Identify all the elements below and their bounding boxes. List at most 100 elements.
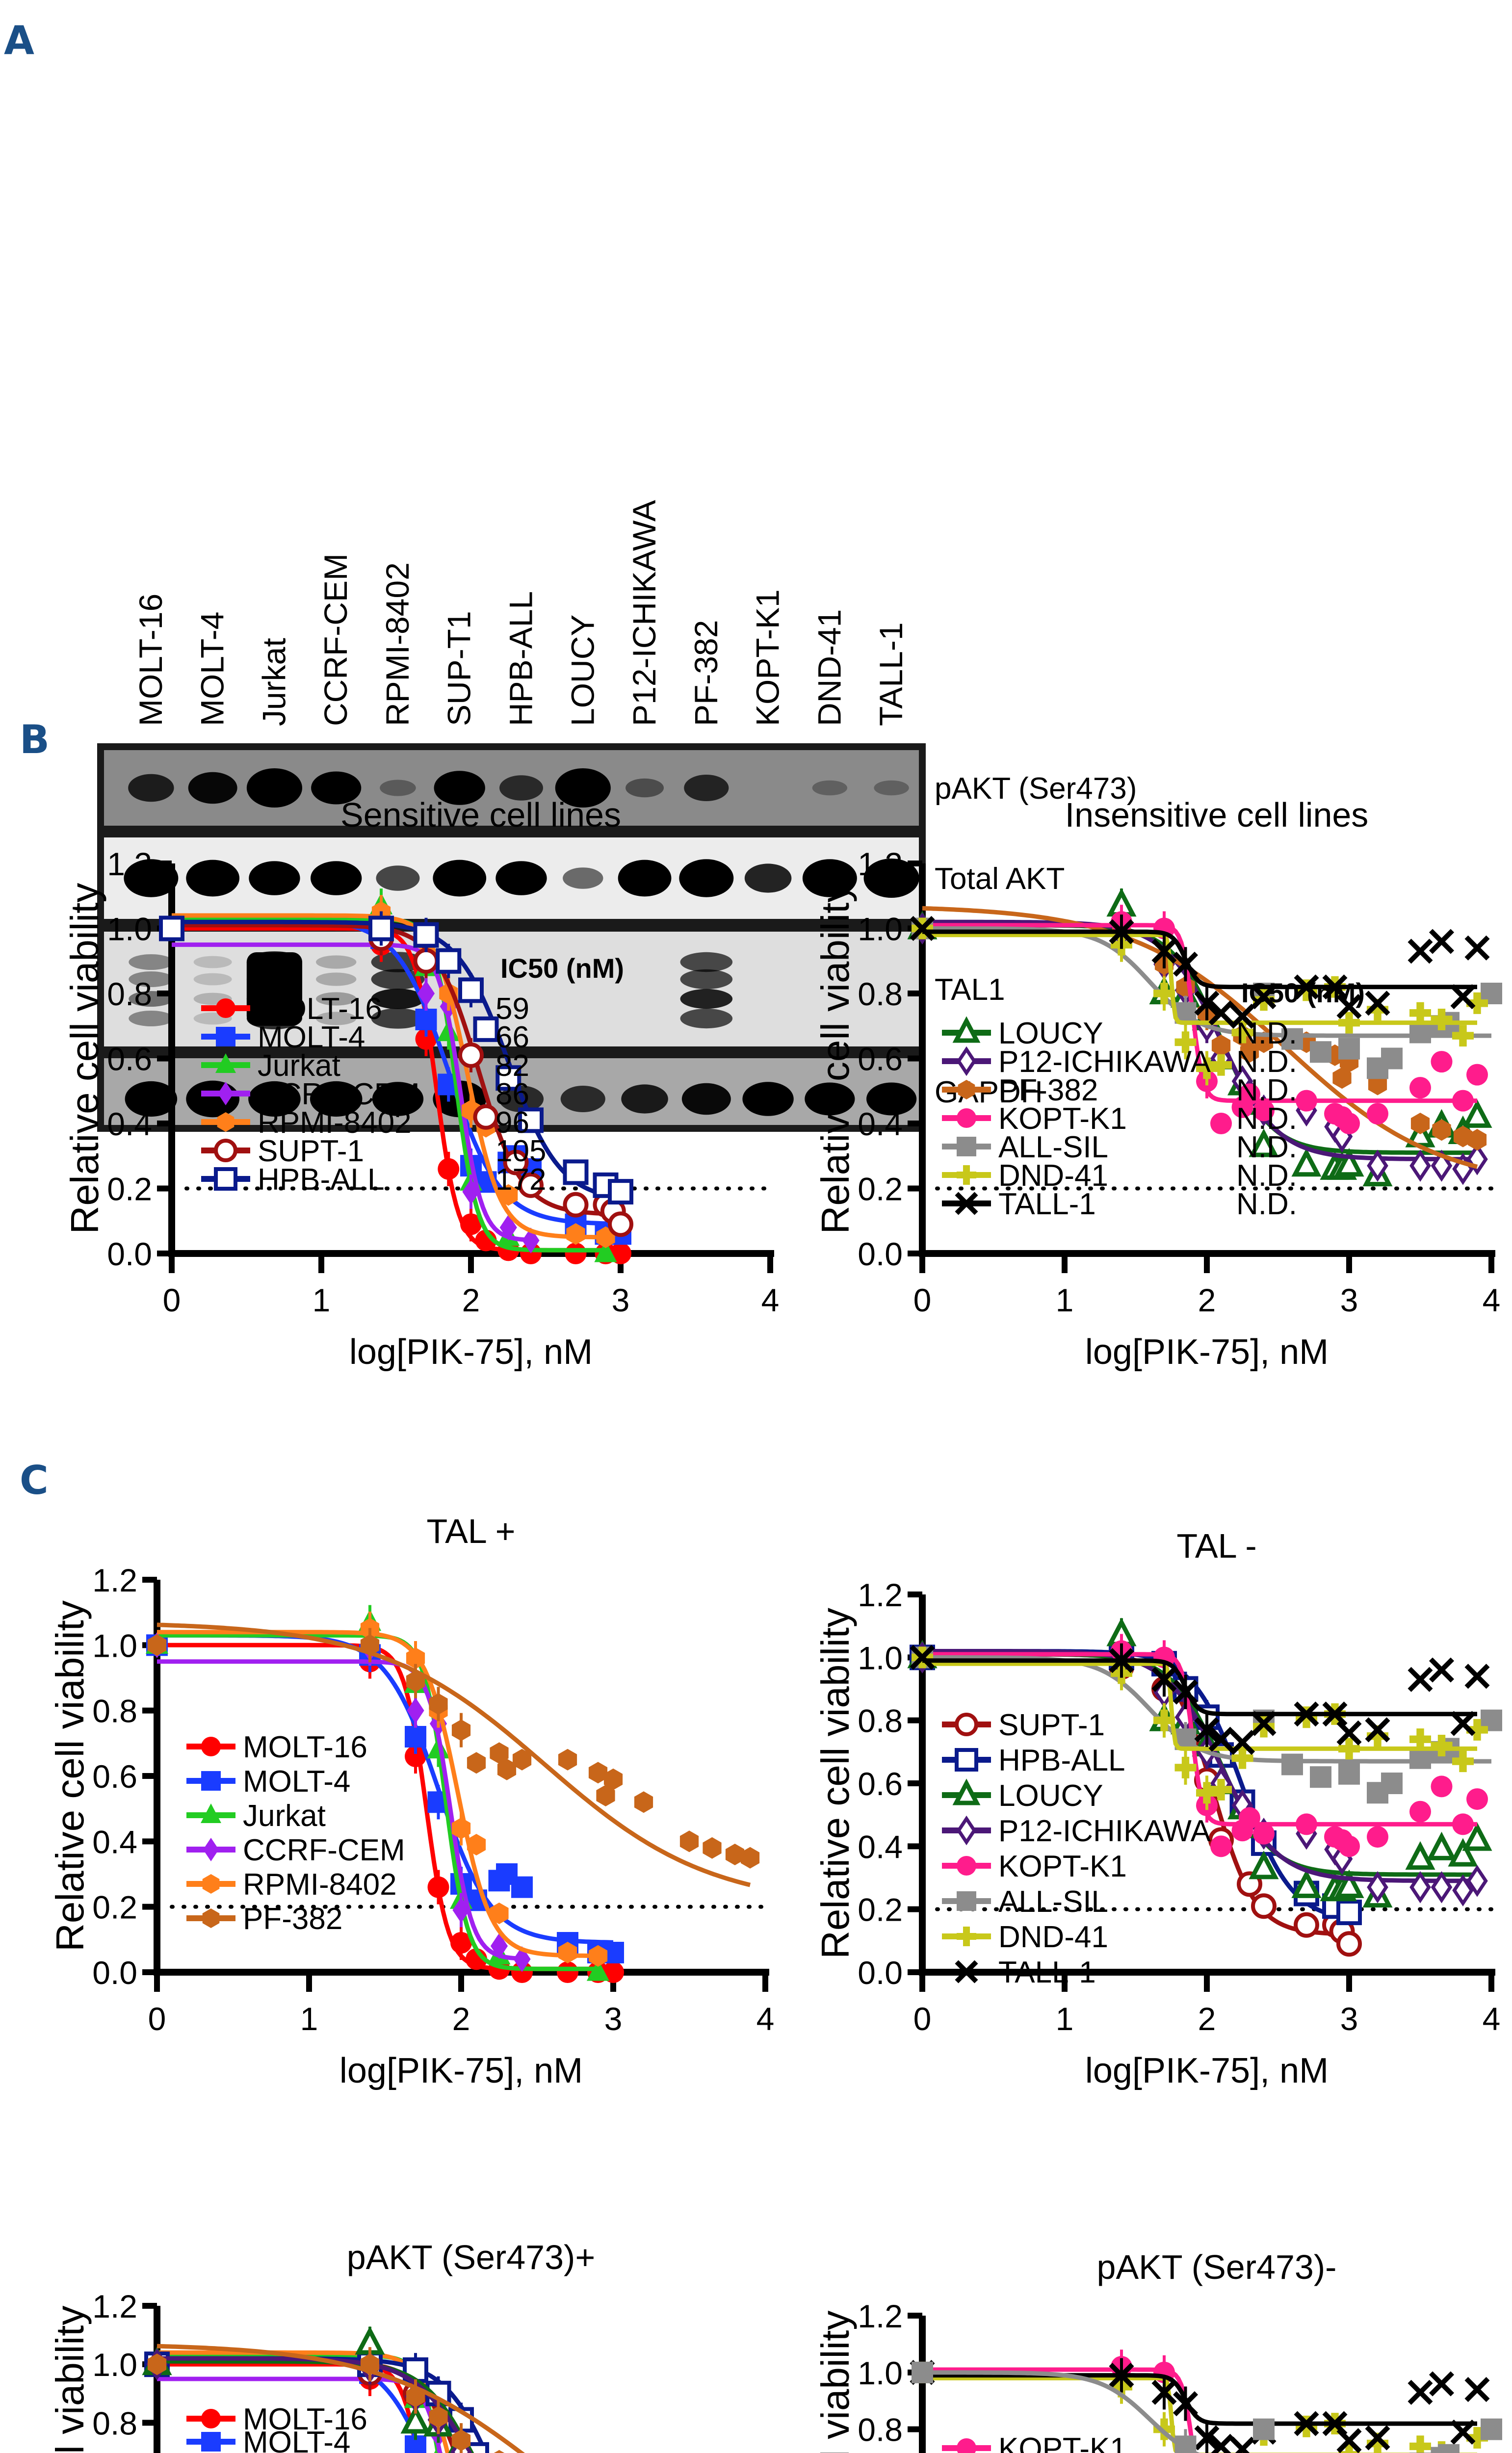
data-point: [1365, 991, 1390, 1016]
data-point: [407, 1697, 424, 1724]
legend-item: CCRF-CEM 86: [201, 1077, 529, 1111]
data-point: [1231, 1021, 1253, 1044]
data-point: [1429, 929, 1455, 954]
data-point: [429, 1693, 448, 1715]
blot-band: [866, 1082, 917, 1116]
data-point: [522, 1227, 540, 1253]
data-point: [1365, 2425, 1390, 2451]
data-point: [499, 1184, 518, 1206]
legend-item: HPB-ALL: [942, 1744, 1125, 1777]
data-point: [594, 1240, 617, 1262]
x-tick-label: 3: [612, 1282, 630, 1318]
data-point: [957, 1927, 976, 1946]
fit-curve-tall-1: [922, 1658, 1477, 1717]
blot-band: [812, 780, 848, 796]
legend-label: P12-ICHIKAWA: [998, 1045, 1211, 1079]
data-point: [957, 1137, 976, 1156]
panel-letter-a: A: [4, 18, 34, 63]
x-tick-label: 4: [1483, 1282, 1501, 1318]
data-point: [413, 948, 439, 974]
blot-band: [744, 863, 792, 893]
data-point: [1367, 1103, 1388, 1125]
legend-label: HPB-ALL: [998, 1744, 1125, 1777]
data-point: [217, 1112, 235, 1132]
y-tick-label: 0.6: [107, 1041, 152, 1077]
fit-curve-kopt-k1: [922, 2367, 1196, 2453]
y-axis-label: Relative cell viability: [48, 1600, 92, 1952]
data-point: [1174, 2435, 1197, 2453]
blot-band: [125, 1081, 178, 1117]
data-point: [405, 1726, 426, 1748]
data-point: [1310, 1041, 1331, 1063]
data-point: [1338, 1038, 1360, 1060]
blot-label: TAL1: [935, 973, 1005, 1007]
x-tick-label: 2: [452, 2001, 470, 2037]
lane-label: MOLT-4: [194, 612, 231, 726]
data-point: [427, 1876, 449, 1898]
data-point: [634, 1791, 653, 1813]
data-point: [415, 1009, 437, 1030]
legend-label: P12-ICHIKAWA: [998, 1814, 1211, 1848]
data-point: [1431, 1775, 1453, 1798]
data-point: [1408, 2379, 1433, 2405]
data-point: [952, 1778, 981, 1805]
data-point: [1409, 2435, 1431, 2453]
x-axis-label: log[PIK-75], nM: [339, 2051, 583, 2090]
y-axis-label: Relative cell viability: [48, 2306, 92, 2453]
data-point: [1338, 1012, 1360, 1034]
data-point: [1409, 1801, 1431, 1823]
lane-label: LOUCY: [564, 615, 600, 726]
data-point: [1438, 2444, 1460, 2453]
fit-curve-all-sil: [922, 1655, 1491, 1764]
data-point: [1409, 1002, 1431, 1024]
chart-tal-positive: TAL + 0.0 0.2 0.4 0.6 0.8 1.0 1.2 0 1 2 3 4 log[PIK-7…: [48, 1512, 774, 2090]
data-point: [405, 1746, 426, 1767]
data-point: [1281, 1753, 1303, 1775]
chart-title: Sensitive cell lines: [340, 796, 621, 834]
lane-label: PF-382: [688, 620, 724, 726]
x-axis-label: log[PIK-75], nM: [349, 1332, 593, 1372]
data-point: [703, 1837, 722, 1859]
data-point: [1338, 1738, 1360, 1760]
data-point: [490, 1742, 509, 1764]
x-tick-label: 2: [1198, 2001, 1216, 2037]
legend-label: TALL-1: [998, 1187, 1096, 1221]
legend-ic50: N.D.: [1236, 1045, 1297, 1079]
legend-label: ALL-SIL: [998, 1130, 1108, 1164]
data-point: [473, 1104, 499, 1130]
data-point: [460, 1213, 482, 1235]
legend-item: MOLT-16: [186, 1730, 367, 1764]
data-point: [1431, 1009, 1453, 1030]
data-point: [1151, 1667, 1177, 1692]
data-point: [1338, 1113, 1360, 1134]
data-point: [586, 1959, 610, 1981]
legend-label: Jurkat: [243, 2449, 326, 2453]
legend-item: DND-41: [942, 1920, 1108, 1954]
blot-label: pAKT (Ser473): [935, 772, 1137, 806]
legend-header: IC50 (nM): [1241, 977, 1365, 1008]
blot-band: [495, 861, 547, 895]
blot-band: [680, 952, 733, 972]
legend-label: LOUCY: [998, 1017, 1103, 1050]
y-axis-label: Relative cell viability: [813, 883, 857, 1234]
y-tick-label: 0.8: [92, 2405, 137, 2441]
legend-item: P12-ICHIKAWA: [942, 1814, 1211, 1848]
data-point: [957, 2438, 976, 2453]
blot-band: [186, 1080, 240, 1118]
legend-label: PF-382: [243, 1902, 342, 1936]
blot-band: [129, 971, 174, 987]
data-point: [490, 1933, 508, 1959]
x-tick-label: 3: [1340, 2001, 1358, 2037]
data-point: [588, 1945, 608, 1967]
legend-item: PF-382 N.D.: [942, 1073, 1297, 1107]
data-point: [462, 1178, 480, 1205]
data-point: [1431, 1051, 1453, 1073]
legend-ic50: 66: [495, 1020, 529, 1054]
fit-curve-pf-382: [922, 906, 1478, 1169]
legend-label: MOLT-16: [243, 1730, 367, 1764]
data-point: [214, 1167, 237, 1191]
data-point: [1229, 1730, 1255, 1755]
legend-item: CCRF-CEM: [186, 1833, 405, 1867]
data-point: [608, 1211, 633, 1237]
